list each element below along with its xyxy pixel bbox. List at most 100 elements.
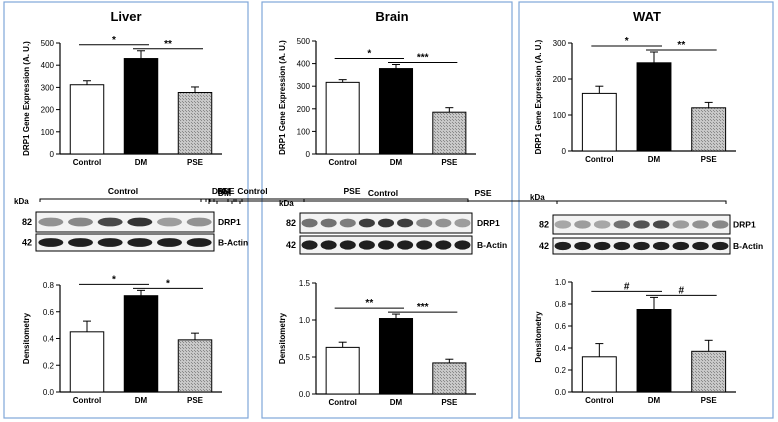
brain-blot-band [454,240,471,250]
wat-densito-ytick-label: 1.0 [555,278,567,287]
wat-densito-ytick-label: 0.0 [555,388,567,397]
brain-blot-kda-label: kDa [279,199,294,208]
liver-densito-bar-dm [123,295,159,393]
liver-blot-band [68,238,93,247]
wat-gene-xtick-label: DM [648,155,661,164]
brain-densito-ytick-label: 1.5 [299,279,311,288]
wat-densito-ytick-label: 0.2 [555,366,567,375]
wat-blot-band [574,241,591,251]
liver-gene-ytick-label: 0 [50,150,55,159]
liver-gene-xtick-label: PSE [187,158,204,167]
brain-gene-sig-label: *** [417,53,429,64]
brain-blot-band [435,240,452,250]
wat-gene-ytick-label: 100 [553,111,567,120]
wat-blot-band [711,220,729,229]
brain-densito-ytick-label: 0.0 [299,390,311,399]
wat-blot-band [711,241,729,251]
wat-blot-band [574,220,591,229]
panel-brain: Brain 0 100 200 300 400 500 DRP1 Gene Expressio… [200,1,513,419]
liver-gene-ytick-label: 300 [41,83,55,92]
liver-blot-group-bracket [39,198,207,202]
brain-densito-sig-label: *** [417,302,429,313]
brain-gene-xtick-label: DM [390,158,403,167]
wat-blot-band [593,241,611,251]
brain-densito-ylabel: Densitometry [278,312,287,364]
wat-gene-bar-dm [636,62,672,152]
liver-blot-blot-strip [35,211,215,233]
wat-gene-ytick-label: 200 [553,75,567,84]
liver-densito-ytick-label: 0.6 [43,308,55,317]
liver-densito-xtick-label: DM [135,396,148,405]
liver-densito-ytick-label: 0.2 [43,361,55,370]
wat-blot-band [554,241,572,251]
liver-densito-xtick-label: Control [73,396,101,405]
liver-gene-xtick-label: DM [135,158,148,167]
liver-gene-sig-label: ** [164,39,172,50]
brain-blot-band [435,218,452,228]
wat-gene-xtick-label: PSE [701,155,718,164]
wat-densito-sig-label: # [624,281,630,292]
liver-densito-ytick-label: 0.0 [43,388,55,397]
wat-blot-group-label: DM [218,188,231,198]
brain-densito-ytick-label: 1.0 [299,316,311,325]
liver-blot-band [97,238,123,247]
liver-gene-ytick-label: 500 [41,39,55,48]
brain-gene-sig-label: * [367,49,371,60]
liver-gene-ytick-label: 100 [41,128,55,137]
liver-blot-group-label: PSE [217,186,234,196]
wat-gene-bar-pse [691,107,727,152]
liver-blot-band [97,217,123,227]
wat-densito-ytick-label: 0.4 [555,344,567,353]
wat-blot-group-bracket [239,200,727,204]
brain-gene-bar-control [325,81,360,155]
liver-blot-protein-label: DRP1 [218,217,241,227]
wat-gene-bar-control [581,92,617,152]
wat-blot-band [672,241,690,251]
wat-blot-kda-value: 42 [539,241,549,251]
brain-blot-band [320,218,337,228]
wat-gene-ylabel: DRP1 Gene Expression (A. U.) [534,39,543,154]
liver-densito-ytick-label: 0.8 [43,281,55,290]
wat-blot-band [554,220,572,229]
brain-densito-bar-pse [432,362,467,395]
brain-densito-bar-dm [378,318,414,395]
liver-densito-ytick-label: 0.4 [43,335,55,344]
panel-title: Liver [110,9,141,24]
brain-blot-band [416,218,433,228]
liver-blot-band [38,238,64,247]
liver-blot-band [68,217,93,227]
brain-blot-band [397,240,414,250]
brain-blot-band [454,218,471,228]
wat-blot-band [633,241,650,251]
brain-blot-group-label: DM [212,186,225,196]
liver-blot-group-label: DM [217,186,230,196]
wat-densito-ytick-label: 0.8 [555,300,567,309]
wat-gene-sig-label: ** [677,40,685,51]
liver-blot-group-label: Control [108,186,138,196]
wat-gene-ytick-label: 300 [553,39,567,48]
brain-densito-xtick-label: Control [328,398,356,407]
wat-blot-band [613,220,631,229]
brain-gene-xtick-label: PSE [441,158,458,167]
panel-title: WAT [633,9,661,24]
liver-gene-ytick-label: 400 [41,61,55,70]
liver-gene-sig-label: * [112,35,116,46]
wat-densito-xtick-label: PSE [701,396,718,405]
wat-densito-ylabel: Densitometry [534,311,543,363]
liver-gene-xtick-label: Control [73,158,101,167]
liver-blot-kda-value: 82 [22,217,32,227]
wat-gene-sig-label: * [625,36,629,47]
brain-gene-ytick-label: 0 [306,150,311,159]
wat-densito-sig-label: # [679,285,685,296]
brain-gene-ytick-label: 500 [297,37,311,46]
brain-blot-band [339,240,356,250]
liver-blot-band [127,238,153,247]
liver-blot-kda-label: kDa [14,197,29,206]
brain-gene-ytick-label: 400 [297,60,311,69]
wat-densito-ytick-label: 0.6 [555,322,567,331]
brain-gene-ylabel: DRP1 Gene Expression (A. U.) [278,40,287,155]
brain-densito-sig-label: ** [365,298,373,309]
wat-blot-protein-label: B-Actin [733,241,763,251]
brain-blot-protein-label: DRP1 [477,218,500,228]
